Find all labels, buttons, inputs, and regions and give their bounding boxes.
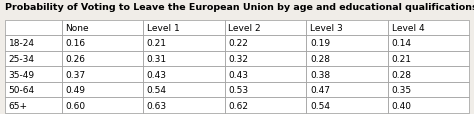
Bar bbox=[5, 97, 62, 113]
Bar bbox=[5, 82, 62, 97]
Bar bbox=[225, 36, 306, 51]
Bar bbox=[5, 36, 62, 51]
Bar bbox=[62, 36, 143, 51]
Text: 0.26: 0.26 bbox=[65, 54, 85, 63]
Bar bbox=[306, 51, 388, 67]
Text: 0.14: 0.14 bbox=[392, 39, 411, 48]
Text: Level 3: Level 3 bbox=[310, 24, 343, 33]
Bar bbox=[388, 67, 469, 82]
Text: 0.28: 0.28 bbox=[392, 70, 411, 79]
Bar bbox=[306, 82, 388, 97]
Bar bbox=[225, 97, 306, 113]
Text: 25-34: 25-34 bbox=[9, 54, 35, 63]
Text: Probability of Voting to Leave the European Union by age and educational qualifi: Probability of Voting to Leave the Europ… bbox=[5, 3, 474, 12]
Text: 0.54: 0.54 bbox=[310, 101, 330, 110]
Bar bbox=[306, 97, 388, 113]
Bar bbox=[5, 21, 62, 36]
Text: 0.16: 0.16 bbox=[65, 39, 85, 48]
Text: 0.40: 0.40 bbox=[392, 101, 411, 110]
Bar bbox=[306, 67, 388, 82]
Text: 0.37: 0.37 bbox=[65, 70, 85, 79]
Text: 0.60: 0.60 bbox=[65, 101, 85, 110]
Bar bbox=[388, 82, 469, 97]
Bar bbox=[5, 51, 62, 67]
Bar bbox=[306, 36, 388, 51]
Text: 18-24: 18-24 bbox=[9, 39, 35, 48]
Text: 0.21: 0.21 bbox=[147, 39, 167, 48]
Bar bbox=[62, 97, 143, 113]
Text: 65+: 65+ bbox=[9, 101, 27, 110]
Bar bbox=[143, 67, 225, 82]
Text: 0.32: 0.32 bbox=[228, 54, 248, 63]
Text: 0.53: 0.53 bbox=[228, 85, 248, 94]
Text: 0.19: 0.19 bbox=[310, 39, 330, 48]
Text: 0.43: 0.43 bbox=[228, 70, 248, 79]
Text: Level 1: Level 1 bbox=[147, 24, 180, 33]
Text: 0.22: 0.22 bbox=[228, 39, 248, 48]
Text: 0.63: 0.63 bbox=[147, 101, 167, 110]
Text: 0.62: 0.62 bbox=[228, 101, 248, 110]
Text: None: None bbox=[65, 24, 89, 33]
Text: 0.31: 0.31 bbox=[147, 54, 167, 63]
Text: 0.47: 0.47 bbox=[310, 85, 330, 94]
Text: 0.49: 0.49 bbox=[65, 85, 85, 94]
Bar bbox=[225, 51, 306, 67]
Text: 35-49: 35-49 bbox=[9, 70, 35, 79]
Bar bbox=[143, 97, 225, 113]
Text: 0.35: 0.35 bbox=[392, 85, 411, 94]
Text: 0.54: 0.54 bbox=[147, 85, 167, 94]
Bar bbox=[388, 97, 469, 113]
Bar bbox=[143, 82, 225, 97]
Bar bbox=[143, 51, 225, 67]
Bar bbox=[62, 21, 143, 36]
Text: Level 2: Level 2 bbox=[228, 24, 261, 33]
Text: Level 4: Level 4 bbox=[392, 24, 424, 33]
Bar bbox=[62, 51, 143, 67]
Bar bbox=[143, 21, 225, 36]
Bar bbox=[388, 21, 469, 36]
Text: 0.43: 0.43 bbox=[147, 70, 167, 79]
Text: 50-64: 50-64 bbox=[9, 85, 35, 94]
Bar bbox=[306, 21, 388, 36]
Text: 0.28: 0.28 bbox=[310, 54, 330, 63]
Text: 0.21: 0.21 bbox=[392, 54, 411, 63]
Bar bbox=[225, 21, 306, 36]
Bar bbox=[225, 82, 306, 97]
Text: 0.38: 0.38 bbox=[310, 70, 330, 79]
Bar bbox=[388, 36, 469, 51]
Bar bbox=[5, 67, 62, 82]
Bar bbox=[62, 82, 143, 97]
Bar bbox=[143, 36, 225, 51]
Bar bbox=[62, 67, 143, 82]
Bar bbox=[225, 67, 306, 82]
Bar bbox=[388, 51, 469, 67]
